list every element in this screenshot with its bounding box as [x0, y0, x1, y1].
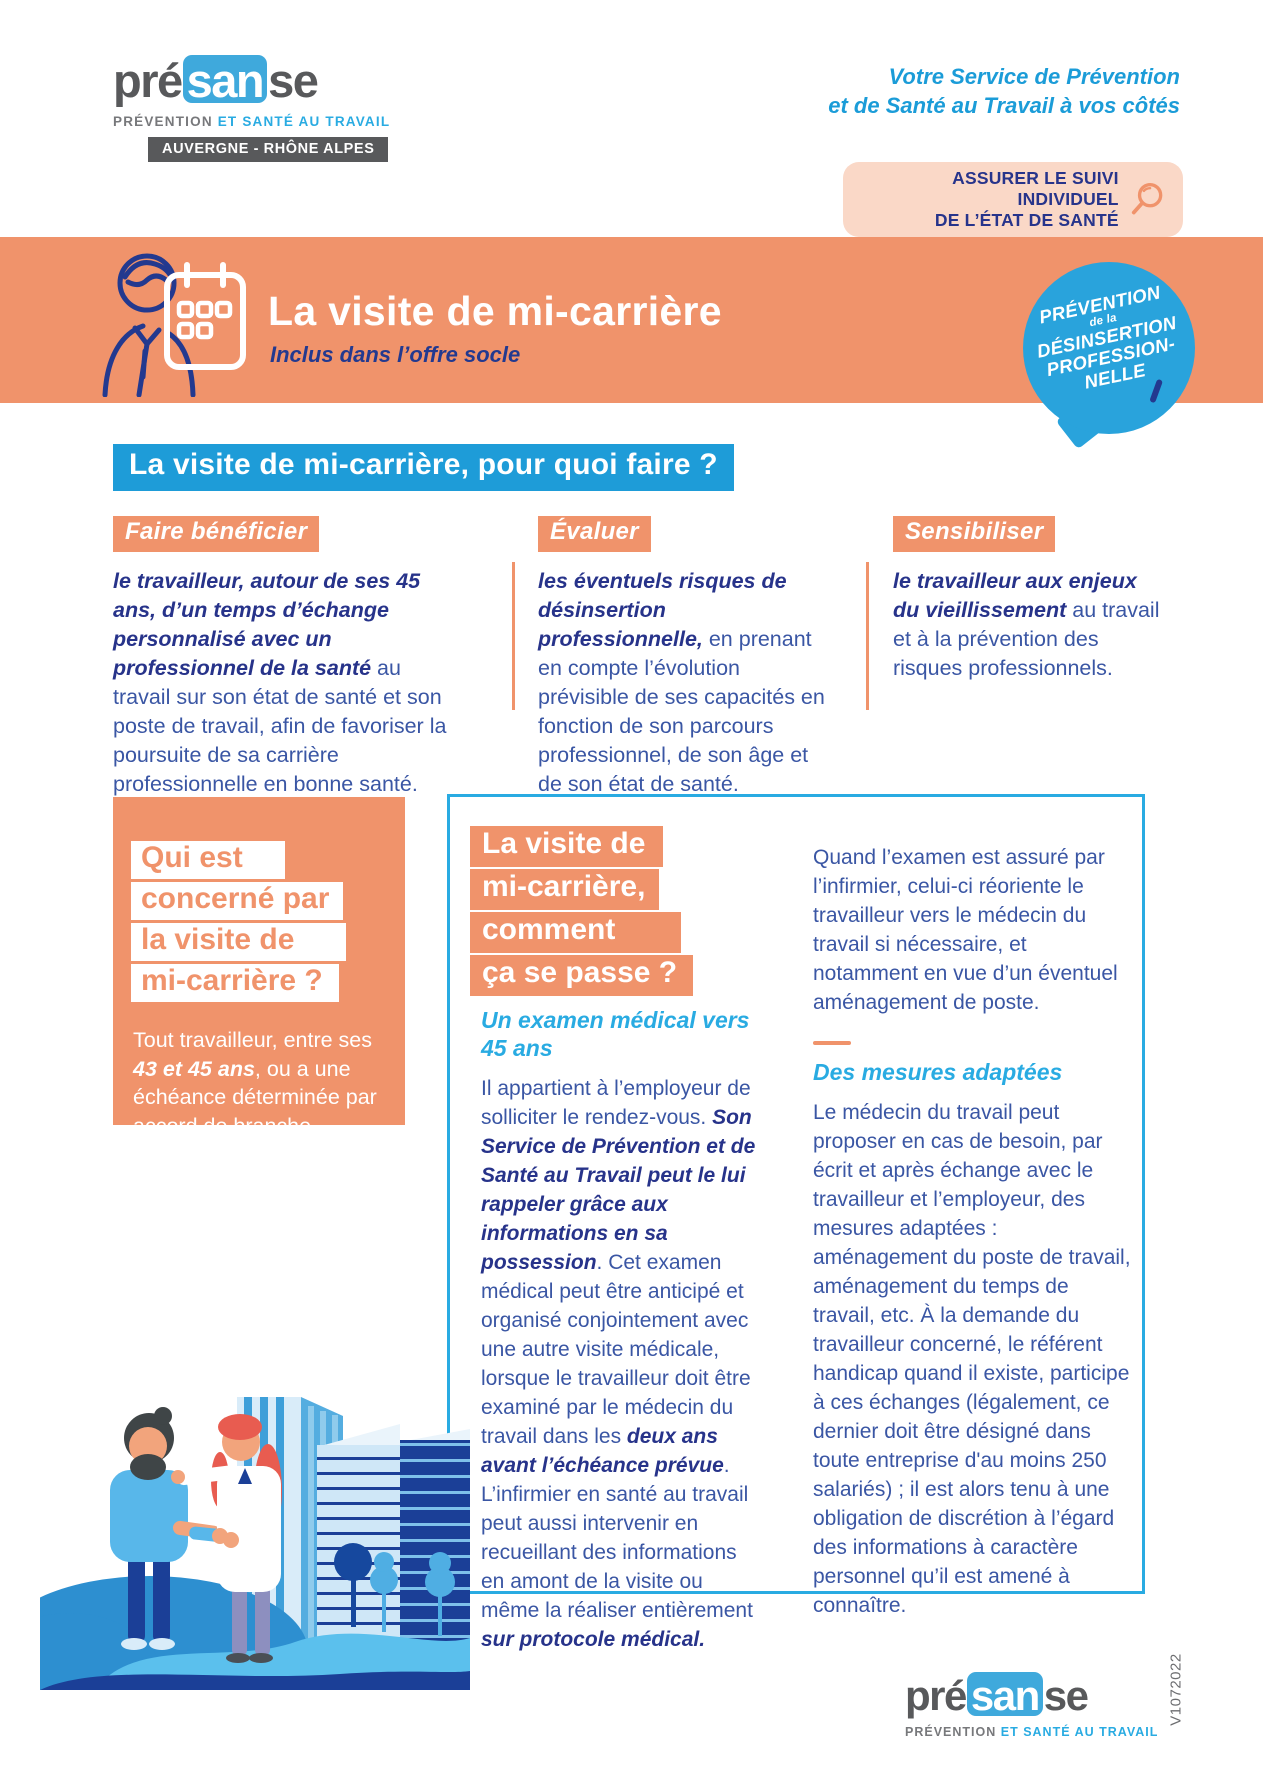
- how-title-line: comment: [470, 912, 682, 953]
- bubble-text: PRÉVENTION de la DÉSINSERTION PROFESSION…: [1028, 280, 1190, 416]
- footer-presanse-logo: pré san se PRÉVENTION ET SANTÉ AU TRAVAIL: [905, 1672, 1158, 1739]
- page-subtitle: Inclus dans l’offre socle: [270, 342, 521, 367]
- logo-wordmark: pré san se: [905, 1672, 1158, 1718]
- logo-pre: pré: [905, 1672, 967, 1719]
- how-box-left-column: Un examen médical vers 45 ans Il apparti…: [481, 989, 763, 1654]
- column-divider: [866, 562, 869, 710]
- seg-regular: . L’infirmier en santé au travail peut a…: [481, 1454, 753, 1622]
- column-rest: au travail et à la prévention des risque…: [893, 598, 1160, 680]
- who-box-body: Tout travailleur, entre ses 43 et 45 ans…: [133, 1026, 391, 1140]
- logo-se: se: [1043, 1672, 1089, 1719]
- how-left-paragraph: Il appartient à l’employeur de sollicite…: [481, 1074, 763, 1654]
- column-lead: les éventuels risques de désinsertion pr…: [538, 569, 787, 651]
- column-divider: [512, 562, 515, 710]
- how-title-line: La visite de: [470, 826, 664, 867]
- how-right-paragraph2: Le médecin du travail peut proposer en c…: [813, 1101, 1131, 1617]
- who-title-line: Qui est: [131, 841, 285, 879]
- how-box-right-column: Quand l’examen est assuré par l’infirmie…: [813, 831, 1135, 1620]
- prevention-bubble: PRÉVENTION de la DÉSINSERTION PROFESSION…: [1023, 262, 1195, 434]
- column-badge: Sensibiliser: [893, 516, 1056, 552]
- doctor-and-worker-illustration: [40, 1397, 470, 1690]
- how-title-line: mi-carrière,: [470, 869, 660, 910]
- column-text: le travailleur aux enjeux du vieillissem…: [893, 567, 1161, 683]
- who-title-line: concerné par: [131, 882, 344, 920]
- column-rest: en prenant en compte l’évolution prévisi…: [538, 627, 825, 796]
- bubble-slash: [1149, 378, 1163, 403]
- slogan-line1: Votre Service de Prévention: [888, 64, 1180, 89]
- column-badge: Évaluer: [538, 516, 651, 552]
- who-title-line: la visite de: [131, 923, 347, 961]
- why-column-evaluer: Évaluer les éventuels risques de désinse…: [538, 516, 830, 799]
- logo-san-box: san: [182, 55, 268, 104]
- logo-se: se: [268, 54, 319, 107]
- magnifier-icon: [1131, 182, 1163, 214]
- seg-bold: deux ans avant l’échéance prévue: [481, 1425, 724, 1477]
- page-title: La visite de mi-carrière: [268, 288, 722, 334]
- logo-tagline-gray: PRÉVENTION: [113, 114, 213, 130]
- slogan-line2: et de Santé au Travail à vos côtés: [828, 93, 1180, 118]
- seg-regular: Il appartient à l’employeur de sollicite…: [481, 1077, 751, 1129]
- who-box-title: Qui est concerné par la visite de mi-car…: [131, 841, 405, 1002]
- why-column-sensibiliser: Sensibiliser le travailleur aux enjeux d…: [893, 516, 1161, 683]
- column-badge: Faire bénéficier: [113, 516, 320, 552]
- who-concerned-box: Qui est concerné par la visite de mi-car…: [113, 797, 405, 1138]
- seg-regular: . Cet examen médical peut être anticipé …: [481, 1251, 751, 1448]
- logo-tagline: PRÉVENTION ET SANTÉ AU TRAVAIL: [905, 1725, 1158, 1739]
- logo-tagline-blue: ET SANTÉ AU TRAVAIL: [217, 114, 391, 130]
- subheading-mesures: Des mesures adaptées: [813, 1059, 1063, 1085]
- logo-tagline-blue: ET SANTÉ AU TRAVAIL: [1000, 1725, 1159, 1740]
- logo-wordmark: pré san se: [113, 55, 390, 105]
- logo-region-bar: AUVERGNE - RHÔNE ALPES: [148, 137, 389, 163]
- who-title-line: mi-carrière ?: [131, 964, 339, 1002]
- suivi-individuel-badge: ASSURER LE SUIVI INDIVIDUEL DE L’ÉTAT DE…: [843, 162, 1183, 237]
- suivi-badge-text: ASSURER LE SUIVI INDIVIDUEL DE L’ÉTAT DE…: [857, 168, 1119, 231]
- version-label: V1072022: [1167, 1653, 1185, 1726]
- column-rest: au travail sur son état de santé et son …: [113, 656, 447, 796]
- orange-dash: [813, 1041, 851, 1045]
- column-lead: le travailleur aux enjeux du vieillissem…: [893, 569, 1137, 622]
- presanse-logo: pré san se PRÉVENTION ET SANTÉ AU TRAVAIL …: [113, 55, 390, 163]
- worker-calendar-icon: [102, 253, 246, 397]
- orange-dash: [481, 989, 519, 993]
- column-text: le travailleur, autour de ses 45 ans, d’…: [113, 567, 463, 799]
- logo-pre: pré: [113, 54, 183, 107]
- who-body-start: Tout travailleur, entre ses: [133, 1028, 373, 1052]
- section-heading-why: La visite de mi-carrière, pour quoi fair…: [113, 444, 734, 491]
- suivi-line1: ASSURER LE SUIVI INDIVIDUEL: [952, 168, 1119, 209]
- how-title-line: ça se passe ?: [470, 955, 694, 996]
- how-box-title: La visite de mi-carrière, comment ça se …: [470, 826, 694, 998]
- subheading-exam: Un examen médical vers 45 ans: [481, 1007, 750, 1061]
- suivi-line2: DE L’ÉTAT DE SANTÉ: [934, 210, 1119, 230]
- header-slogan: Votre Service de Prévention et de Santé …: [828, 62, 1180, 120]
- who-body-end: , ou a une échéance déterminée par accor…: [133, 1056, 377, 1138]
- how-it-goes-box: La visite de mi-carrière, comment ça se …: [447, 794, 1145, 1651]
- how-right-paragraph1: Quand l’examen est assuré par l’infirmie…: [813, 846, 1118, 1014]
- logo-tagline-gray: PRÉVENTION: [905, 1725, 997, 1740]
- who-body-em: 43 et 45 ans: [133, 1056, 255, 1081]
- column-text: les éventuels risques de désinsertion pr…: [538, 567, 830, 799]
- seg-bold: Son Service de Prévention et de Santé au…: [481, 1106, 756, 1274]
- logo-tagline: PRÉVENTION ET SANTÉ AU TRAVAIL: [113, 114, 390, 129]
- logo-san-box: san: [966, 1672, 1043, 1716]
- seg-bold: sur protocole médical.: [481, 1628, 706, 1651]
- why-column-faire-beneficier: Faire bénéficier le travailleur, autour …: [113, 516, 463, 799]
- column-lead: le travailleur, autour de ses 45 ans, d’…: [113, 569, 421, 680]
